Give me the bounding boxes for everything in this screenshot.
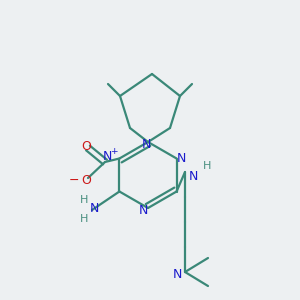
Text: H: H <box>80 214 88 224</box>
Text: N: N <box>177 152 186 165</box>
Text: N: N <box>89 202 99 215</box>
Text: −: − <box>69 173 79 187</box>
Text: O: O <box>81 140 91 154</box>
Text: N: N <box>172 268 182 281</box>
Text: H: H <box>80 195 88 205</box>
Text: H: H <box>203 161 211 171</box>
Text: O: O <box>81 173 91 187</box>
Text: N: N <box>102 149 112 163</box>
Text: N: N <box>188 170 198 184</box>
Text: N: N <box>141 139 151 152</box>
Text: N: N <box>138 205 148 218</box>
Text: +: + <box>110 146 118 155</box>
